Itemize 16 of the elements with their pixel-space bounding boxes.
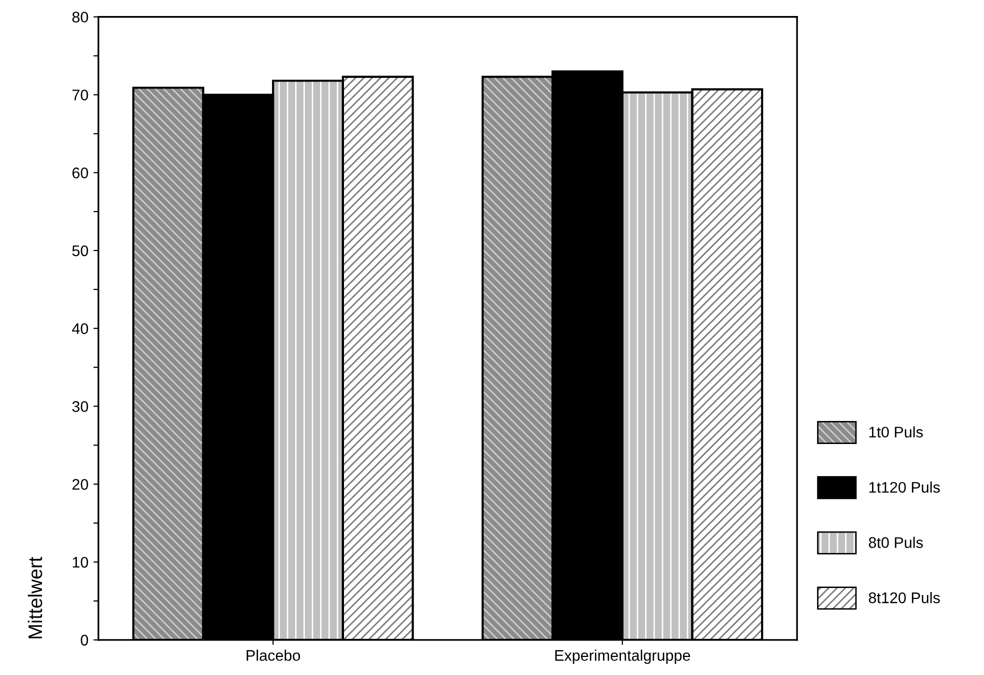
y-tick-label: 50 [72,245,88,256]
y-tick-label: 70 [72,90,88,100]
legend-label: 8t120 Puls [868,592,940,604]
y-tick-label: 0 [80,634,88,646]
legend-label: 1t120 Puls [869,482,940,493]
x-tick-label: Placebo [246,650,300,661]
y-tick-label: 60 [72,168,88,178]
legend-label: 8t0 Puls [868,536,923,548]
y-axis-title: Mittelwert [28,556,42,638]
y-tick-label: 10 [72,556,88,568]
legend-label: 1t0 Puls [869,426,923,438]
y-tick-label: 80 [72,12,88,23]
y-tick-label: 40 [72,323,88,334]
y-tick-label: 30 [72,401,88,412]
y-tick-label: 20 [72,479,88,490]
x-tick-label: Experimentalgruppe [555,650,690,664]
